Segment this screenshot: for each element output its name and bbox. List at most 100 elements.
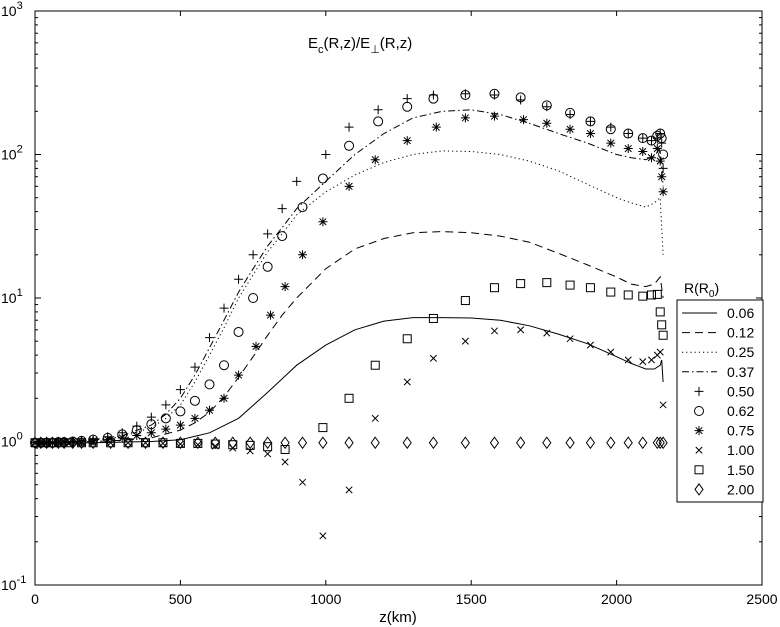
data-point: [204, 405, 214, 415]
legend-box: [676, 299, 764, 503]
data-point: [42, 438, 52, 448]
data-point: [460, 89, 471, 100]
data-point: [175, 436, 186, 450]
data-point: [541, 100, 552, 111]
data-point: [656, 348, 664, 356]
data-point: [370, 155, 380, 165]
data-point: [245, 436, 255, 450]
data-point: [428, 93, 439, 104]
series-0-12: [34, 231, 664, 444]
data-point: [297, 436, 308, 450]
data-point: [161, 400, 171, 410]
data-point: [277, 204, 287, 214]
data-point: [321, 150, 331, 159]
data-point: [647, 356, 656, 364]
data-point: [175, 406, 186, 417]
data-point: [542, 436, 552, 450]
data-point: [298, 478, 307, 486]
data-point: [248, 250, 258, 260]
data-point: [402, 334, 412, 344]
data-point: [88, 436, 98, 446]
data-point: [53, 437, 63, 447]
data-point: [219, 393, 229, 403]
data-point: [344, 436, 354, 450]
data-point: [263, 442, 273, 452]
data-point: [542, 278, 552, 288]
legend-label: 0.62: [727, 403, 754, 419]
data-point: [402, 94, 412, 104]
data-point: [460, 296, 470, 306]
data-point: [344, 393, 354, 403]
legend-item: 1.00: [695, 442, 754, 458]
y-tick-label: 100: [1, 431, 23, 450]
data-point: [659, 401, 667, 409]
data-point: [516, 95, 526, 105]
x-axis-label: z(km): [379, 609, 417, 626]
data-point: [428, 313, 438, 323]
data-point: [66, 439, 74, 447]
data-point: [248, 293, 259, 303]
legend-item: 0.12: [682, 325, 754, 341]
data-point: [638, 146, 648, 156]
data-point: [373, 116, 384, 127]
legend-label: 0.50: [727, 383, 754, 399]
data-point: [204, 379, 215, 390]
data-point: [516, 436, 526, 450]
data-point: [123, 436, 133, 450]
data-point: [605, 124, 616, 135]
data-point: [264, 450, 272, 458]
series-line: [34, 231, 664, 444]
data-point: [655, 436, 665, 450]
data-point: [39, 438, 49, 448]
data-point: [623, 436, 633, 450]
data-point: [277, 231, 288, 242]
data-point: [490, 327, 499, 335]
data-point: [489, 436, 500, 450]
data-point: [639, 358, 647, 366]
data-point: [658, 436, 668, 450]
data-point: [36, 438, 46, 448]
data-point: [297, 202, 308, 213]
y-tick-label: 102: [1, 144, 23, 163]
legend-marker: [694, 426, 704, 436]
data-point: [140, 436, 151, 450]
data-point: [585, 129, 595, 139]
legend-marker: [694, 386, 704, 396]
data-point: [68, 436, 78, 450]
data-point: [59, 437, 69, 447]
x-tick-label: 2500: [746, 591, 777, 607]
data-point: [281, 458, 289, 466]
data-point: [655, 156, 665, 166]
data-point: [318, 436, 328, 450]
data-point: [656, 133, 667, 144]
data-point: [489, 111, 499, 121]
legend-item: 0.75: [694, 423, 754, 439]
data-point: [638, 133, 648, 143]
y-tick-label: 101: [1, 287, 23, 306]
data-point: [657, 320, 667, 330]
data-point: [262, 261, 273, 272]
data-point: [318, 217, 328, 227]
data-point: [429, 354, 437, 362]
data-point: [65, 438, 75, 448]
data-point: [623, 290, 633, 300]
data-point: [146, 428, 156, 438]
legend-label: 2.00: [727, 481, 754, 497]
data-point: [251, 341, 261, 351]
data-point: [318, 423, 328, 433]
data-point: [57, 439, 65, 447]
data-point: [245, 440, 255, 450]
y-tick-label: 103: [1, 0, 23, 19]
data-point: [657, 172, 667, 182]
data-point: [515, 92, 526, 103]
x-axis: 0 500 1000 1500 2000 2500: [31, 11, 778, 607]
data-point: [652, 144, 662, 154]
legend-marker: [694, 406, 704, 416]
data-point: [585, 116, 595, 126]
data-point: [607, 348, 615, 356]
data-point: [652, 289, 662, 299]
data-point: [623, 129, 633, 139]
data-point: [373, 105, 383, 115]
x-tick-label: 0: [31, 591, 39, 607]
data-point: [292, 176, 302, 186]
